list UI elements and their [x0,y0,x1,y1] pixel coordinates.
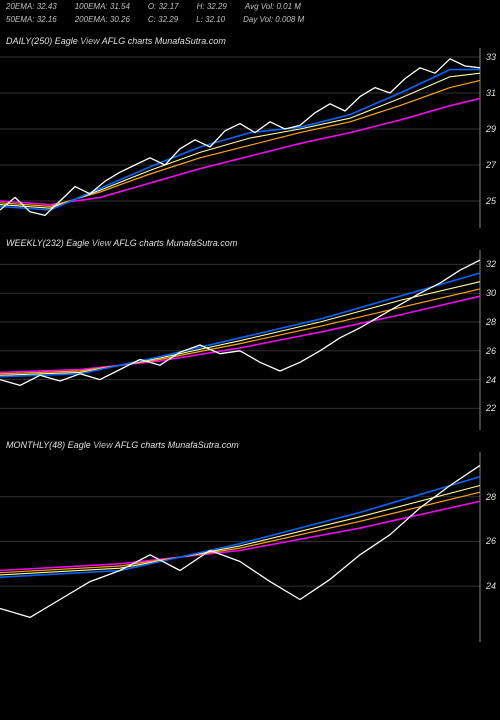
header-stat: Avg Vol: 0.01 M [245,2,301,11]
stat-label: O: [148,2,156,11]
monthly-chart-title: MONTHLY(48) Eagle View AFLG charts Munaf… [0,430,500,452]
stat-value: 0.01 M [276,2,300,11]
stat-label: 200EMA: [75,15,108,24]
stat-value: 32.29 [207,2,227,11]
stat-value: 32.43 [37,2,57,11]
stat-value: 32.17 [159,2,179,11]
title-view: View [92,238,111,248]
header-stat: 200EMA: 30.26 [75,15,130,24]
stat-label: Day Vol: [243,15,273,24]
daily-chart-panel: 25 27 29 31 33 [0,48,500,228]
title-prefix: MONTHLY(48) Eagle [6,440,91,450]
stat-value: 32.16 [37,15,57,24]
stat-label: 100EMA: [75,2,108,11]
header-row: 50EMA: 32.16 200EMA: 30.26 C: 32.29 L: 32.1… [0,13,500,26]
header-stat: 50EMA: 32.16 [6,15,57,24]
y-axis-label: 24 [486,375,496,385]
weekly-chart-panel: 22 24 26 28 30 32 [0,250,500,430]
title-view: View [93,440,112,450]
title-rest: AFLG charts MunafaSutra.com [113,238,237,248]
y-axis-label: 33 [486,52,496,62]
title-rest: AFLG charts MunafaSutra.com [102,36,226,46]
stat-label: Avg Vol: [245,2,274,11]
daily-chart-svg [0,48,500,228]
y-axis-label: 27 [486,160,496,170]
monthly-chart-svg [0,452,500,642]
stat-label: H: [197,2,205,11]
stat-label: 50EMA: [6,15,34,24]
title-view: View [80,36,99,46]
stat-label: C: [148,15,156,24]
monthly-chart-panel: 24 26 28 [0,452,500,642]
stat-label: L: [196,15,203,24]
stat-value: 30.26 [110,15,130,24]
y-axis-label: 28 [486,317,496,327]
header-stat: 100EMA: 31.54 [75,2,130,11]
y-axis-label: 26 [486,536,496,546]
header-stat: O: 32.17 [148,2,179,11]
y-axis-label: 28 [486,492,496,502]
daily-chart-title: DAILY(250) Eagle View AFLG charts Munafa… [0,26,500,48]
stat-value: 31.54 [110,2,130,11]
header-stat: 20EMA: 32.43 [6,2,57,11]
header-row: 20EMA: 32.43 100EMA: 31.54 O: 32.17 H: 32.2… [0,0,500,13]
stat-value: 32.10 [205,15,225,24]
y-axis-label: 24 [486,581,496,591]
title-prefix: DAILY(250) Eagle [6,36,78,46]
weekly-chart-title: WEEKLY(232) Eagle View AFLG charts Munaf… [0,228,500,250]
header-stat: L: 32.10 [196,15,225,24]
y-axis-label: 30 [486,288,496,298]
y-axis-label: 29 [486,124,496,134]
stat-value: 0.008 M [275,15,304,24]
y-axis-label: 32 [486,259,496,269]
y-axis-label: 22 [486,403,496,413]
y-axis-label: 25 [486,196,496,206]
stat-label: 20EMA: [6,2,34,11]
y-axis-label: 31 [486,88,496,98]
title-rest: AFLG charts MunafaSutra.com [115,440,239,450]
weekly-chart-svg [0,250,500,430]
header-stat: C: 32.29 [148,15,178,24]
y-axis-label: 26 [486,346,496,356]
header-stat: H: 32.29 [197,2,227,11]
title-prefix: WEEKLY(232) Eagle [6,238,89,248]
stat-value: 32.29 [158,15,178,24]
header-stat: Day Vol: 0.008 M [243,15,304,24]
